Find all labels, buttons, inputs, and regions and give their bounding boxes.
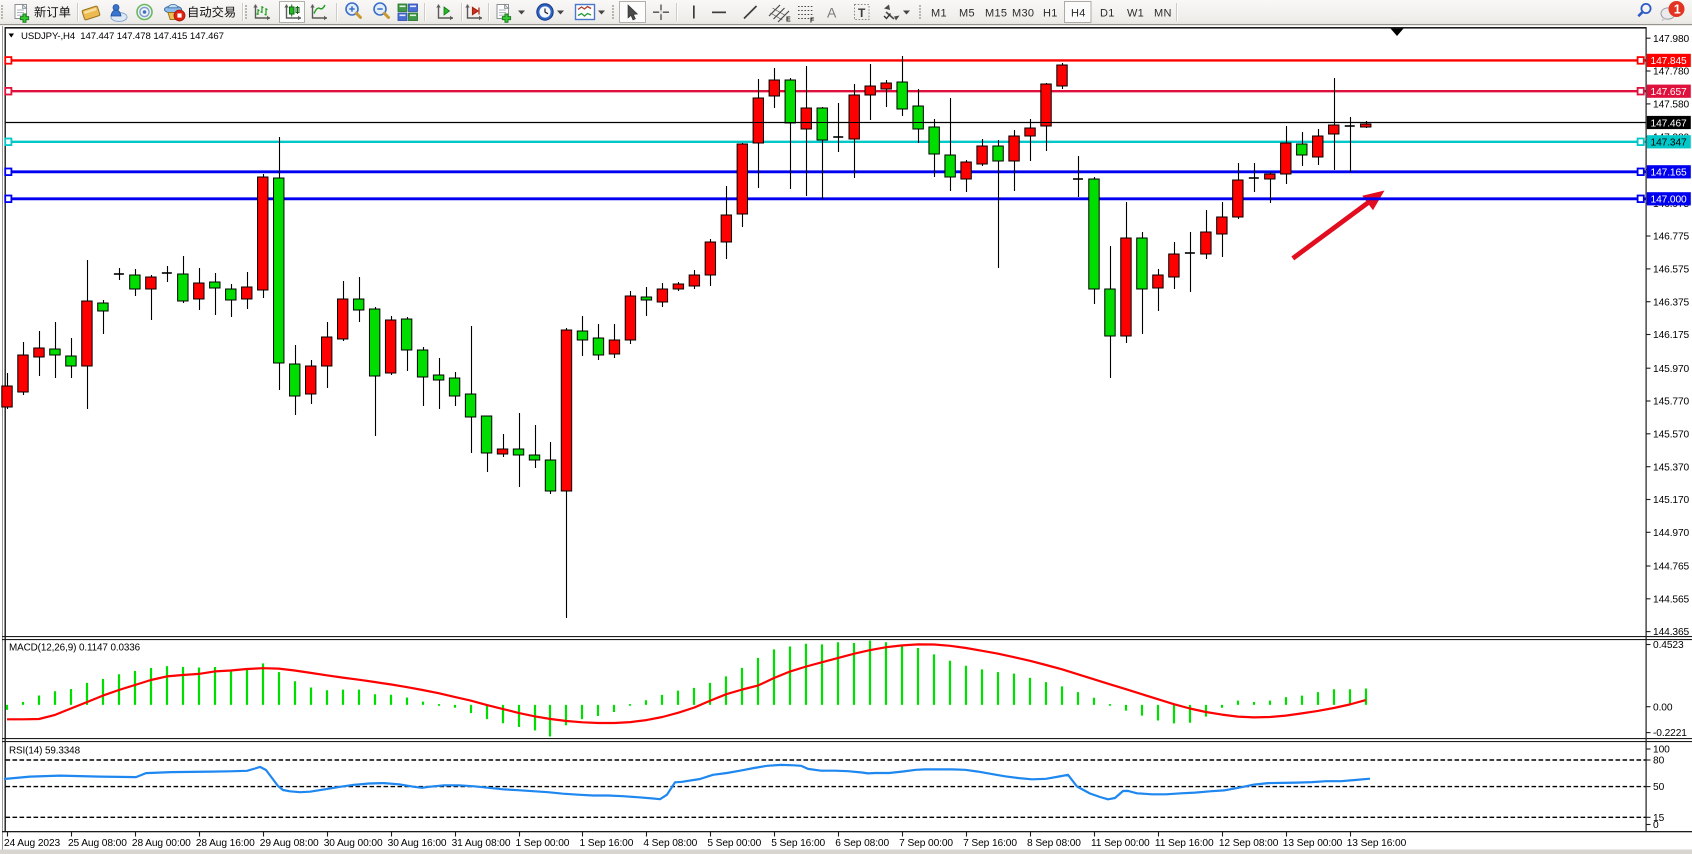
- svg-text:5 Sep 16:00: 5 Sep 16:00: [771, 838, 825, 849]
- svg-text:USDJPY-,H4 147.447 147.478 14: USDJPY-,H4 147.447 147.478 147.415 147.4…: [21, 31, 224, 42]
- svg-text:M5: M5: [959, 8, 975, 20]
- svg-text:M15: M15: [985, 8, 1007, 20]
- svg-text:144.765: 144.765: [1653, 562, 1690, 573]
- svg-text:24 Aug 2023: 24 Aug 2023: [4, 838, 61, 849]
- svg-text:H4: H4: [1071, 8, 1086, 20]
- svg-text:147.780: 147.780: [1653, 67, 1690, 78]
- svg-text:8 Sep 08:00: 8 Sep 08:00: [1027, 838, 1081, 849]
- svg-text:147.980: 147.980: [1653, 34, 1690, 45]
- svg-text:146.175: 146.175: [1653, 330, 1690, 341]
- svg-text:145.770: 145.770: [1653, 397, 1690, 408]
- svg-text:28 Aug 00:00: 28 Aug 00:00: [132, 838, 191, 849]
- svg-text:147.845: 147.845: [1651, 56, 1688, 67]
- svg-text:RSI(14) 59.3348: RSI(14) 59.3348: [9, 746, 81, 757]
- svg-text:15: 15: [1653, 813, 1665, 824]
- svg-text:1: 1: [1674, 2, 1681, 16]
- svg-text:M1: M1: [931, 8, 947, 20]
- svg-text:-0.2221: -0.2221: [1653, 728, 1687, 739]
- svg-text:13 Sep 16:00: 13 Sep 16:00: [1347, 838, 1407, 849]
- svg-text:W1: W1: [1127, 8, 1144, 20]
- svg-text:11 Sep 00:00: 11 Sep 00:00: [1091, 838, 1150, 849]
- svg-text:F: F: [810, 18, 815, 25]
- svg-text:50: 50: [1653, 782, 1665, 793]
- svg-text:11 Sep 16:00: 11 Sep 16:00: [1155, 838, 1214, 849]
- svg-text:146.775: 146.775: [1653, 232, 1690, 243]
- svg-text:0.4523: 0.4523: [1653, 640, 1684, 651]
- svg-text:145.970: 145.970: [1653, 364, 1690, 375]
- svg-text:A: A: [827, 5, 837, 21]
- svg-text:144.365: 144.365: [1653, 627, 1690, 638]
- svg-text:12 Sep 08:00: 12 Sep 08:00: [1219, 838, 1279, 849]
- svg-text:145.170: 145.170: [1653, 495, 1690, 506]
- svg-text:D1: D1: [1100, 8, 1115, 20]
- svg-text:T: T: [858, 6, 866, 20]
- svg-text:E: E: [786, 17, 791, 24]
- svg-text:1 Sep 00:00: 1 Sep 00:00: [516, 838, 570, 849]
- svg-text:H1: H1: [1043, 8, 1058, 20]
- svg-text:145.570: 145.570: [1653, 429, 1690, 440]
- svg-text:MN: MN: [1154, 8, 1172, 20]
- svg-text:MACD(12,26,9) 0.1147 0.0336: MACD(12,26,9) 0.1147 0.0336: [9, 643, 141, 654]
- svg-text:28 Aug 16:00: 28 Aug 16:00: [196, 838, 255, 849]
- svg-text:30 Aug 16:00: 30 Aug 16:00: [388, 838, 447, 849]
- svg-text:146.375: 146.375: [1653, 297, 1690, 308]
- svg-text:144.565: 144.565: [1653, 594, 1690, 605]
- svg-text:146.575: 146.575: [1653, 265, 1690, 276]
- svg-text:144.970: 144.970: [1653, 528, 1690, 539]
- svg-text:100: 100: [1653, 745, 1670, 756]
- svg-text:M30: M30: [1012, 8, 1034, 20]
- svg-text:147.467: 147.467: [1651, 118, 1688, 129]
- svg-text:1 Sep 16:00: 1 Sep 16:00: [579, 838, 633, 849]
- svg-text:147.000: 147.000: [1651, 195, 1688, 206]
- svg-text:13 Sep 00:00: 13 Sep 00:00: [1283, 838, 1343, 849]
- svg-text:80: 80: [1653, 756, 1665, 767]
- svg-text:147.580: 147.580: [1653, 100, 1690, 111]
- svg-text:7 Sep 00:00: 7 Sep 00:00: [899, 838, 953, 849]
- svg-text:147.165: 147.165: [1651, 168, 1688, 179]
- svg-text:147.347: 147.347: [1651, 138, 1688, 149]
- svg-text:0: 0: [1653, 820, 1659, 831]
- svg-text:5 Sep 00:00: 5 Sep 00:00: [707, 838, 761, 849]
- svg-text:7 Sep 16:00: 7 Sep 16:00: [963, 838, 1017, 849]
- svg-text:31 Aug 08:00: 31 Aug 08:00: [452, 838, 511, 849]
- svg-text:25 Aug 08:00: 25 Aug 08:00: [68, 838, 127, 849]
- svg-text:29 Aug 08:00: 29 Aug 08:00: [260, 838, 319, 849]
- svg-text:145.370: 145.370: [1653, 462, 1690, 473]
- svg-text:6 Sep 08:00: 6 Sep 08:00: [835, 838, 889, 849]
- svg-text:0.00: 0.00: [1653, 702, 1673, 713]
- svg-text:30 Aug 00:00: 30 Aug 00:00: [324, 838, 383, 849]
- svg-text:4 Sep 08:00: 4 Sep 08:00: [643, 838, 697, 849]
- svg-text:147.657: 147.657: [1651, 87, 1688, 98]
